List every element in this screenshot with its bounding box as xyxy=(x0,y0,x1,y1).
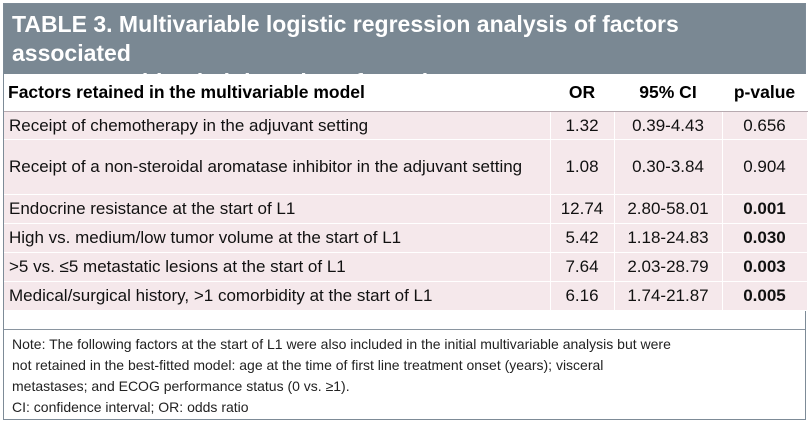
header-row: Factors retained in the multivariable mo… xyxy=(4,74,807,112)
factor-cell: Receipt of a non-steroidal aromatase inh… xyxy=(4,139,551,195)
ci-cell: 0.39-4.43 xyxy=(614,111,723,140)
factor-cell: Medical/surgical history, >1 comorbidity… xyxy=(4,281,551,311)
table-frame: TABLE 3. Multivariable logistic regressi… xyxy=(3,3,808,420)
header-factors: Factors retained in the multivariable mo… xyxy=(4,74,550,112)
table-row: Endocrine resistance at the start of L1 … xyxy=(4,194,808,224)
ci-cell: 0.30-3.84 xyxy=(614,139,723,195)
regression-table: Factors retained in the multivariable mo… xyxy=(4,74,808,311)
p-value-cell: 0.005 xyxy=(722,281,808,311)
footnote-line: metastases; and ECOG performance status … xyxy=(12,378,350,394)
ci-cell: 2.03-28.79 xyxy=(614,252,723,282)
or-cell: 1.08 xyxy=(550,139,615,195)
or-cell: 6.16 xyxy=(550,281,615,311)
table-row: Receipt of chemotherapy in the adjuvant … xyxy=(4,111,808,140)
table-row: >5 vs. ≤5 metastatic lesions at the star… xyxy=(4,252,808,282)
header-or: OR xyxy=(550,74,614,112)
or-cell: 12.74 xyxy=(550,194,615,224)
or-cell: 1.32 xyxy=(550,111,615,140)
ci-cell: 1.74-21.87 xyxy=(614,281,723,311)
footnote-line: not retained in the best-fitted model: a… xyxy=(12,357,604,373)
footnote-line: Note: The following factors at the start… xyxy=(12,336,671,352)
table-row: High vs. medium/low tumor volume at the … xyxy=(4,223,808,253)
header-ci: 95% CI xyxy=(614,74,722,112)
ci-cell: 1.18-24.83 xyxy=(614,223,723,253)
p-value-cell: 0.003 xyxy=(722,252,808,282)
p-value-cell: 0.656 xyxy=(722,111,808,140)
or-cell: 5.42 xyxy=(550,223,615,253)
table-row: Medical/surgical history, >1 comorbidity… xyxy=(4,281,808,311)
table-title: TABLE 3. Multivariable logistic regressi… xyxy=(4,4,805,95)
p-value-cell: 0.001 xyxy=(722,194,808,224)
p-value-cell: 0.030 xyxy=(722,223,808,253)
p-value-cell: 0.904 xyxy=(722,139,808,195)
ci-cell: 2.80-58.01 xyxy=(614,194,723,224)
factor-cell: >5 vs. ≤5 metastatic lesions at the star… xyxy=(4,252,551,282)
table-row: Receipt of a non-steroidal aromatase inh… xyxy=(4,139,808,195)
header-p-value: p-value xyxy=(722,74,807,112)
factor-cell: High vs. medium/low tumor volume at the … xyxy=(4,223,551,253)
table-footnote: Note: The following factors at the start… xyxy=(4,329,805,418)
factor-cell: Receipt of chemotherapy in the adjuvant … xyxy=(4,111,551,140)
or-cell: 7.64 xyxy=(550,252,615,282)
factor-cell: Endocrine resistance at the start of L1 xyxy=(4,194,551,224)
abbreviations-line: CI: confidence interval; OR: odds ratio xyxy=(12,399,249,415)
table-title-line1: TABLE 3. Multivariable logistic regressi… xyxy=(12,11,679,66)
